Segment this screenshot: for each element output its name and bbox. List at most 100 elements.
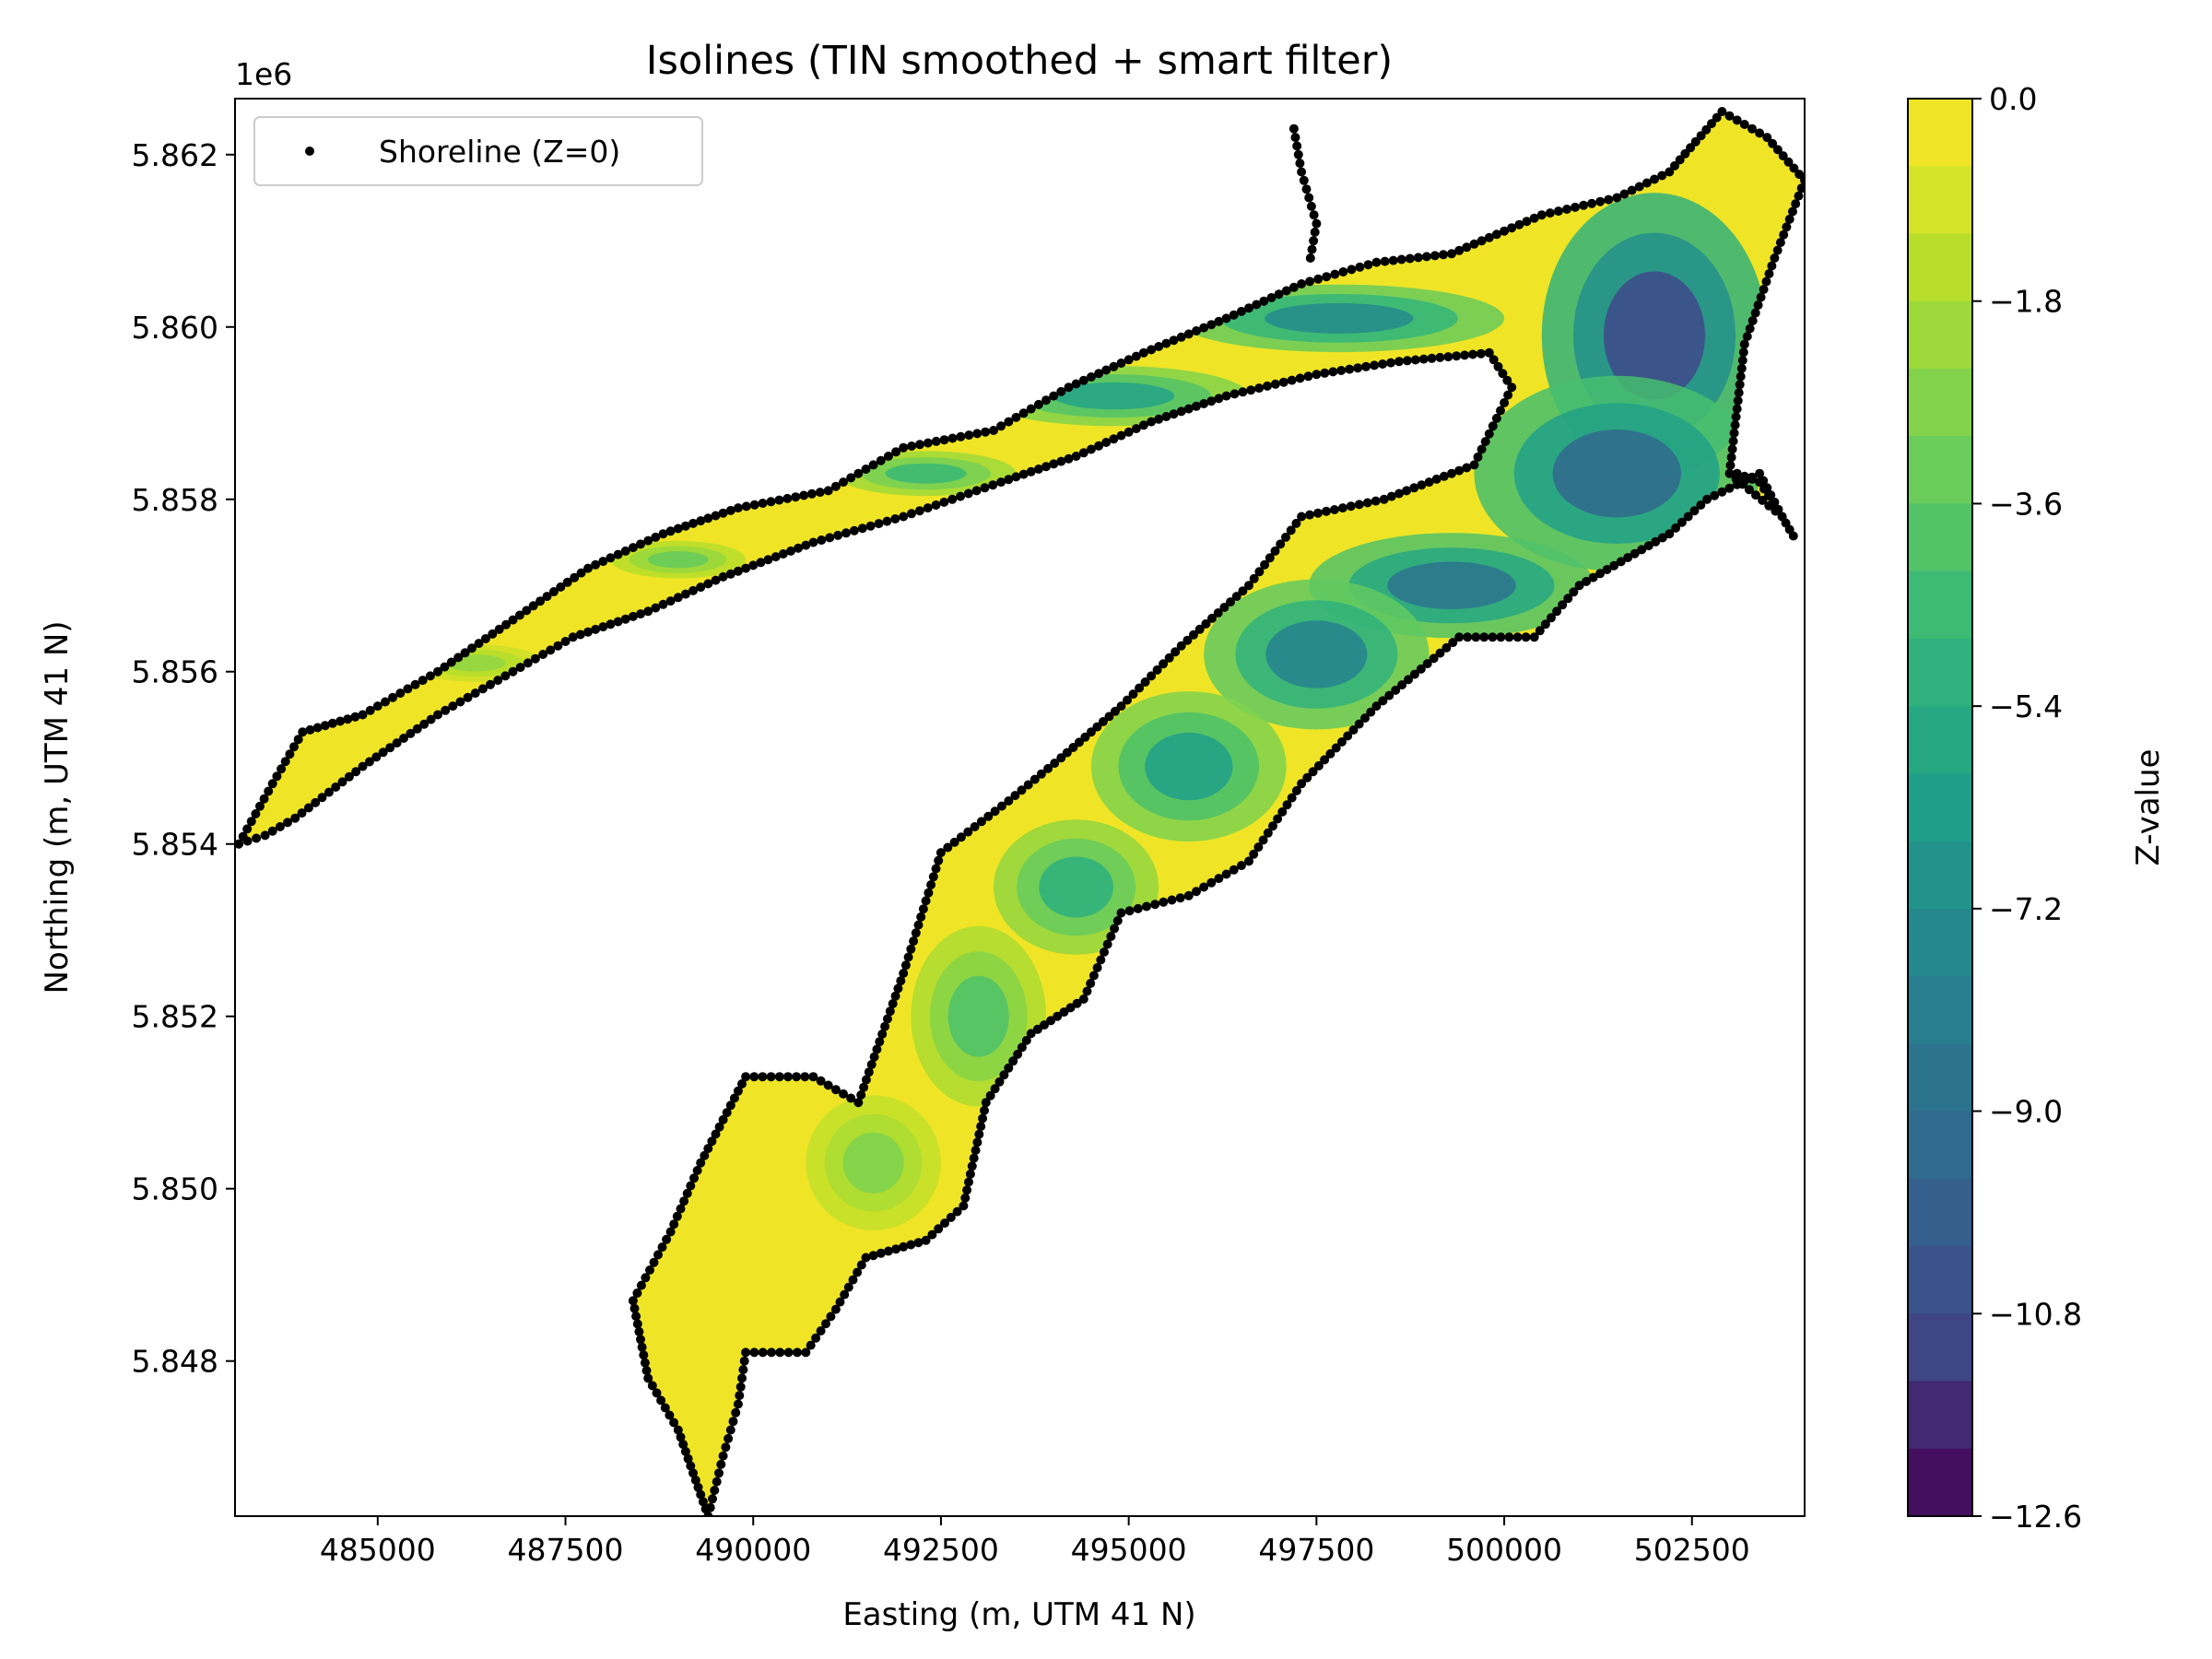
shoreline-point (1288, 282, 1299, 292)
shoreline-point (1587, 198, 1597, 208)
shoreline-point (280, 757, 290, 767)
shoreline-point (1282, 800, 1292, 810)
shoreline-point (1469, 460, 1479, 470)
shoreline-point (1595, 569, 1606, 579)
shoreline-point (1680, 148, 1690, 159)
shoreline-point (1650, 174, 1659, 184)
shoreline-point (440, 662, 450, 672)
shoreline-point (907, 441, 917, 451)
shoreline-point (934, 855, 944, 865)
shoreline-point (613, 617, 623, 627)
shoreline-point (725, 505, 735, 515)
shoreline-point (1312, 218, 1322, 229)
shoreline-point (1788, 531, 1798, 541)
shoreline-point (403, 684, 413, 694)
shoreline-point (1384, 690, 1394, 700)
shoreline-point (1252, 300, 1262, 310)
shoreline-point (1071, 452, 1081, 461)
shoreline-point (1479, 632, 1489, 642)
shoreline-point (350, 712, 360, 722)
y-tick-label: 5.858 (132, 482, 218, 518)
shoreline-point (1354, 719, 1364, 729)
shoreline-point (1175, 893, 1185, 903)
shoreline-point (956, 431, 966, 441)
shoreline-point (1004, 417, 1014, 427)
shoreline-point (981, 427, 991, 437)
y-tick-label: 5.854 (132, 827, 218, 863)
shoreline-point (1013, 1049, 1023, 1059)
shoreline-point (688, 585, 698, 595)
shoreline-point (1169, 409, 1179, 419)
shoreline-point (331, 782, 341, 792)
shoreline-point (891, 1244, 901, 1254)
shoreline-point (634, 1326, 644, 1336)
shoreline-point (1082, 986, 1092, 996)
shoreline-point (1378, 359, 1388, 369)
shoreline-point (974, 1129, 984, 1139)
shoreline-point (947, 494, 958, 504)
shoreline-point (1147, 345, 1157, 355)
shoreline-point (1161, 412, 1171, 421)
shoreline-point (872, 1044, 882, 1054)
shoreline-point (410, 679, 420, 689)
shoreline-point (1133, 903, 1143, 913)
shoreline-point (1410, 355, 1420, 365)
shoreline-point (1147, 671, 1157, 681)
shoreline-point (943, 842, 953, 853)
shoreline-point (875, 1037, 885, 1047)
shoreline-point (1297, 779, 1307, 789)
shoreline-point (1287, 793, 1297, 803)
shoreline-point (1017, 785, 1027, 795)
shoreline-point (688, 518, 698, 528)
colorbar-level (1908, 773, 1972, 842)
shoreline-point (1571, 202, 1580, 212)
shoreline-point (583, 627, 593, 637)
shoreline-point (372, 701, 382, 712)
shoreline-point (690, 1476, 700, 1485)
shoreline-point (576, 568, 586, 578)
shoreline-point (1281, 532, 1290, 542)
shoreline-point (700, 1150, 710, 1160)
shoreline-point (962, 1185, 972, 1195)
shoreline-point (1313, 508, 1323, 518)
shoreline-point (1147, 417, 1157, 427)
shoreline-point (1328, 367, 1338, 377)
shoreline-point (514, 610, 524, 620)
shoreline-point (853, 1267, 863, 1277)
shoreline-point (1469, 239, 1479, 249)
shoreline-point (1574, 581, 1584, 591)
shoreline-point (1109, 434, 1119, 444)
shoreline-point (1348, 725, 1359, 735)
colorbar-ticks: 0.0 −1.8 −3.6 −5.4 −7.2 −9.0 −10.8 −12.6 (1972, 81, 2082, 1535)
shoreline-point (1729, 428, 1739, 438)
shoreline-point (741, 1347, 751, 1358)
shoreline-point (1263, 381, 1272, 391)
shoreline-point (665, 1410, 675, 1420)
shoreline-point (1371, 257, 1382, 267)
shoreline-point (678, 1440, 688, 1450)
shoreline-point (1702, 494, 1712, 504)
shoreline-point (285, 749, 295, 759)
shoreline-point (1213, 608, 1223, 618)
shoreline-point (1745, 324, 1755, 334)
shoreline-point (418, 676, 428, 686)
shoreline-point (1214, 316, 1224, 326)
shoreline-point (395, 688, 406, 699)
shoreline-point (508, 615, 518, 625)
shoreline-point (1767, 261, 1777, 271)
shoreline-point (1346, 501, 1356, 512)
colorbar-level (1908, 706, 1972, 774)
shoreline-point (1116, 430, 1126, 441)
shoreline-point (825, 533, 835, 543)
shoreline-point (1468, 349, 1477, 359)
shoreline-point (523, 658, 533, 668)
shoreline-point (1138, 420, 1148, 430)
shoreline-point (628, 1296, 638, 1306)
shoreline-point (800, 1072, 810, 1082)
shoreline-point (1732, 115, 1742, 125)
shoreline-point (1033, 465, 1043, 474)
shoreline-point (1502, 375, 1512, 385)
shoreline-point (647, 1381, 657, 1391)
shoreline-point (1775, 238, 1785, 248)
shoreline-point (775, 1347, 785, 1358)
